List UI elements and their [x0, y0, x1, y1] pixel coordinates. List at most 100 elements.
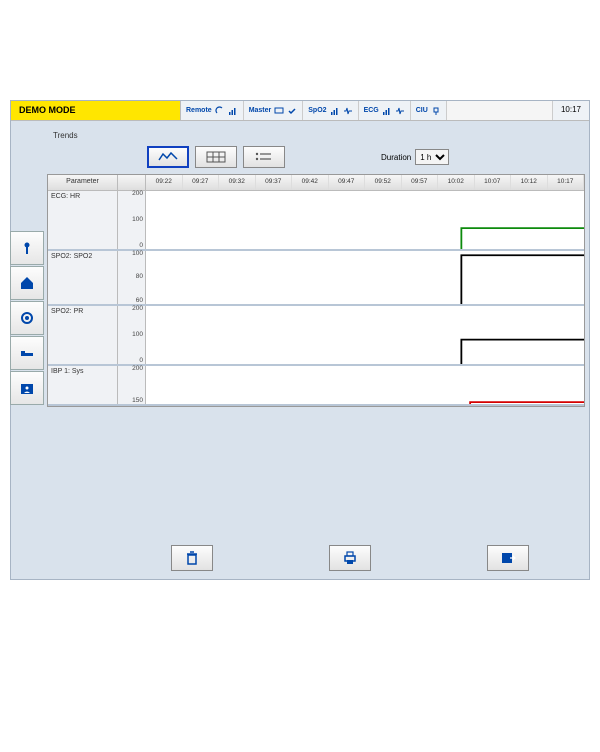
trends-title: Trends — [53, 131, 585, 140]
delete-button[interactable] — [171, 545, 213, 571]
plot-area[interactable] — [146, 366, 584, 404]
y-tick: 100 — [132, 217, 143, 224]
status-label: SpO2 — [308, 107, 326, 114]
plot-area[interactable] — [146, 191, 584, 249]
status-ciu[interactable]: CIU — [411, 101, 447, 120]
y-tick: 60 — [136, 298, 143, 305]
duration-label: Duration — [381, 153, 411, 162]
home-icon — [19, 275, 35, 291]
plot-area[interactable] — [146, 251, 584, 304]
table-icon — [205, 150, 227, 164]
y-tick: 200 — [132, 191, 143, 198]
time-tick: 09:42 — [292, 175, 329, 190]
time-tick: 09:57 — [402, 175, 439, 190]
time-axis: 09:2209:2709:3209:3709:4209:4709:5209:57… — [146, 175, 584, 190]
y-axis: 200 150 — [118, 366, 146, 404]
duration-select[interactable]: 1 h2 h4 h8 h — [415, 149, 449, 165]
yaxis-header — [118, 175, 146, 190]
view-list-button[interactable] — [243, 146, 285, 168]
status-master[interactable]: Master — [244, 101, 304, 120]
graph-icon — [157, 150, 179, 164]
folder-person-icon — [19, 380, 35, 396]
trend-line — [146, 306, 584, 364]
grid-header: Parameter 09:2209:2709:3209:3709:4209:47… — [48, 175, 584, 191]
time-tick: 09:52 — [365, 175, 402, 190]
duration-control: Duration 1 h2 h4 h8 h — [381, 149, 449, 165]
trend-row: ECG: HR 200 100 0 — [48, 191, 584, 251]
trend-line — [146, 251, 584, 304]
status-remote[interactable]: Remote — [181, 101, 244, 120]
trend-row: IBP 1: Sys 200 150 — [48, 366, 584, 406]
time-tick: 09:37 — [256, 175, 293, 190]
home-button[interactable] — [10, 266, 44, 300]
clock: 10:17 — [552, 101, 589, 120]
y-axis: 200 100 0 — [118, 306, 146, 364]
print-button[interactable] — [329, 545, 371, 571]
status-label: Master — [249, 107, 272, 114]
person-icon — [19, 240, 35, 256]
monitor-icon — [274, 106, 284, 116]
y-tick: 200 — [132, 366, 143, 373]
status-ecg[interactable]: ECG — [359, 101, 411, 120]
demo-mode-badge: DEMO MODE — [11, 101, 181, 120]
time-tick: 10:02 — [438, 175, 475, 190]
y-tick: 80 — [136, 274, 143, 281]
status-spo2[interactable]: SpO2 — [303, 101, 358, 120]
y-axis: 100 80 60 — [118, 251, 146, 304]
bed-icon — [19, 345, 35, 361]
time-tick: 10:17 — [548, 175, 585, 190]
settings-button[interactable] — [10, 301, 44, 335]
left-toolbar — [10, 231, 44, 405]
time-tick: 09:27 — [183, 175, 220, 190]
view-table-button[interactable] — [195, 146, 237, 168]
list-icon — [253, 150, 275, 164]
grid-body: ECG: HR2001000SPO2: SPO21008060SPO2: PR2… — [48, 191, 584, 406]
view-graph-button[interactable] — [147, 146, 189, 168]
content-area: Trends Duration 1 h2 h4 h8 h Parameter 0… — [47, 129, 585, 539]
parameter-label: ECG: HR — [48, 191, 118, 249]
plot-area[interactable] — [146, 306, 584, 364]
parameter-label: IBP 1: Sys — [48, 366, 118, 404]
time-tick: 10:07 — [475, 175, 512, 190]
status-label: Remote — [186, 107, 212, 114]
export-icon — [500, 550, 516, 566]
trend-line — [146, 366, 584, 404]
main-panel: DEMO MODE Remote Master SpO2 ECG CIU 10:… — [10, 100, 590, 580]
top-statusbar: DEMO MODE Remote Master SpO2 ECG CIU 10:… — [11, 101, 589, 121]
export-button[interactable] — [487, 545, 529, 571]
wave-icon — [395, 106, 405, 116]
patient-button[interactable] — [10, 231, 44, 265]
records-button[interactable] — [10, 371, 44, 405]
y-tick: 200 — [132, 306, 143, 313]
plug-icon — [431, 106, 441, 116]
y-tick: 0 — [139, 358, 143, 365]
status-label: CIU — [416, 107, 428, 114]
trend-row: SPO2: PR 200 100 0 — [48, 306, 584, 366]
bottom-toolbar — [11, 543, 589, 573]
y-tick: 0 — [139, 243, 143, 250]
signal-icon — [330, 106, 340, 116]
printer-icon — [342, 550, 358, 566]
parameter-label: SPO2: SPO2 — [48, 251, 118, 304]
bed-button[interactable] — [10, 336, 44, 370]
time-tick: 09:47 — [329, 175, 366, 190]
y-tick: 150 — [132, 398, 143, 405]
view-toolbar: Duration 1 h2 h4 h8 h — [147, 146, 585, 168]
trend-grid: Parameter 09:2209:2709:3209:3709:4209:47… — [47, 174, 585, 407]
y-tick: 100 — [132, 251, 143, 258]
trash-icon — [184, 550, 200, 566]
link-icon — [215, 106, 225, 116]
parameter-label: SPO2: PR — [48, 306, 118, 364]
y-axis: 200 100 0 — [118, 191, 146, 249]
time-tick: 09:22 — [146, 175, 183, 190]
wave-icon — [343, 106, 353, 116]
gear-icon — [19, 310, 35, 326]
time-tick: 09:32 — [219, 175, 256, 190]
signal-icon — [382, 106, 392, 116]
status-label: ECG — [364, 107, 379, 114]
check-icon — [287, 106, 297, 116]
signal-icon — [228, 106, 238, 116]
y-tick: 100 — [132, 332, 143, 339]
param-header: Parameter — [48, 175, 118, 190]
trend-line — [146, 191, 584, 249]
